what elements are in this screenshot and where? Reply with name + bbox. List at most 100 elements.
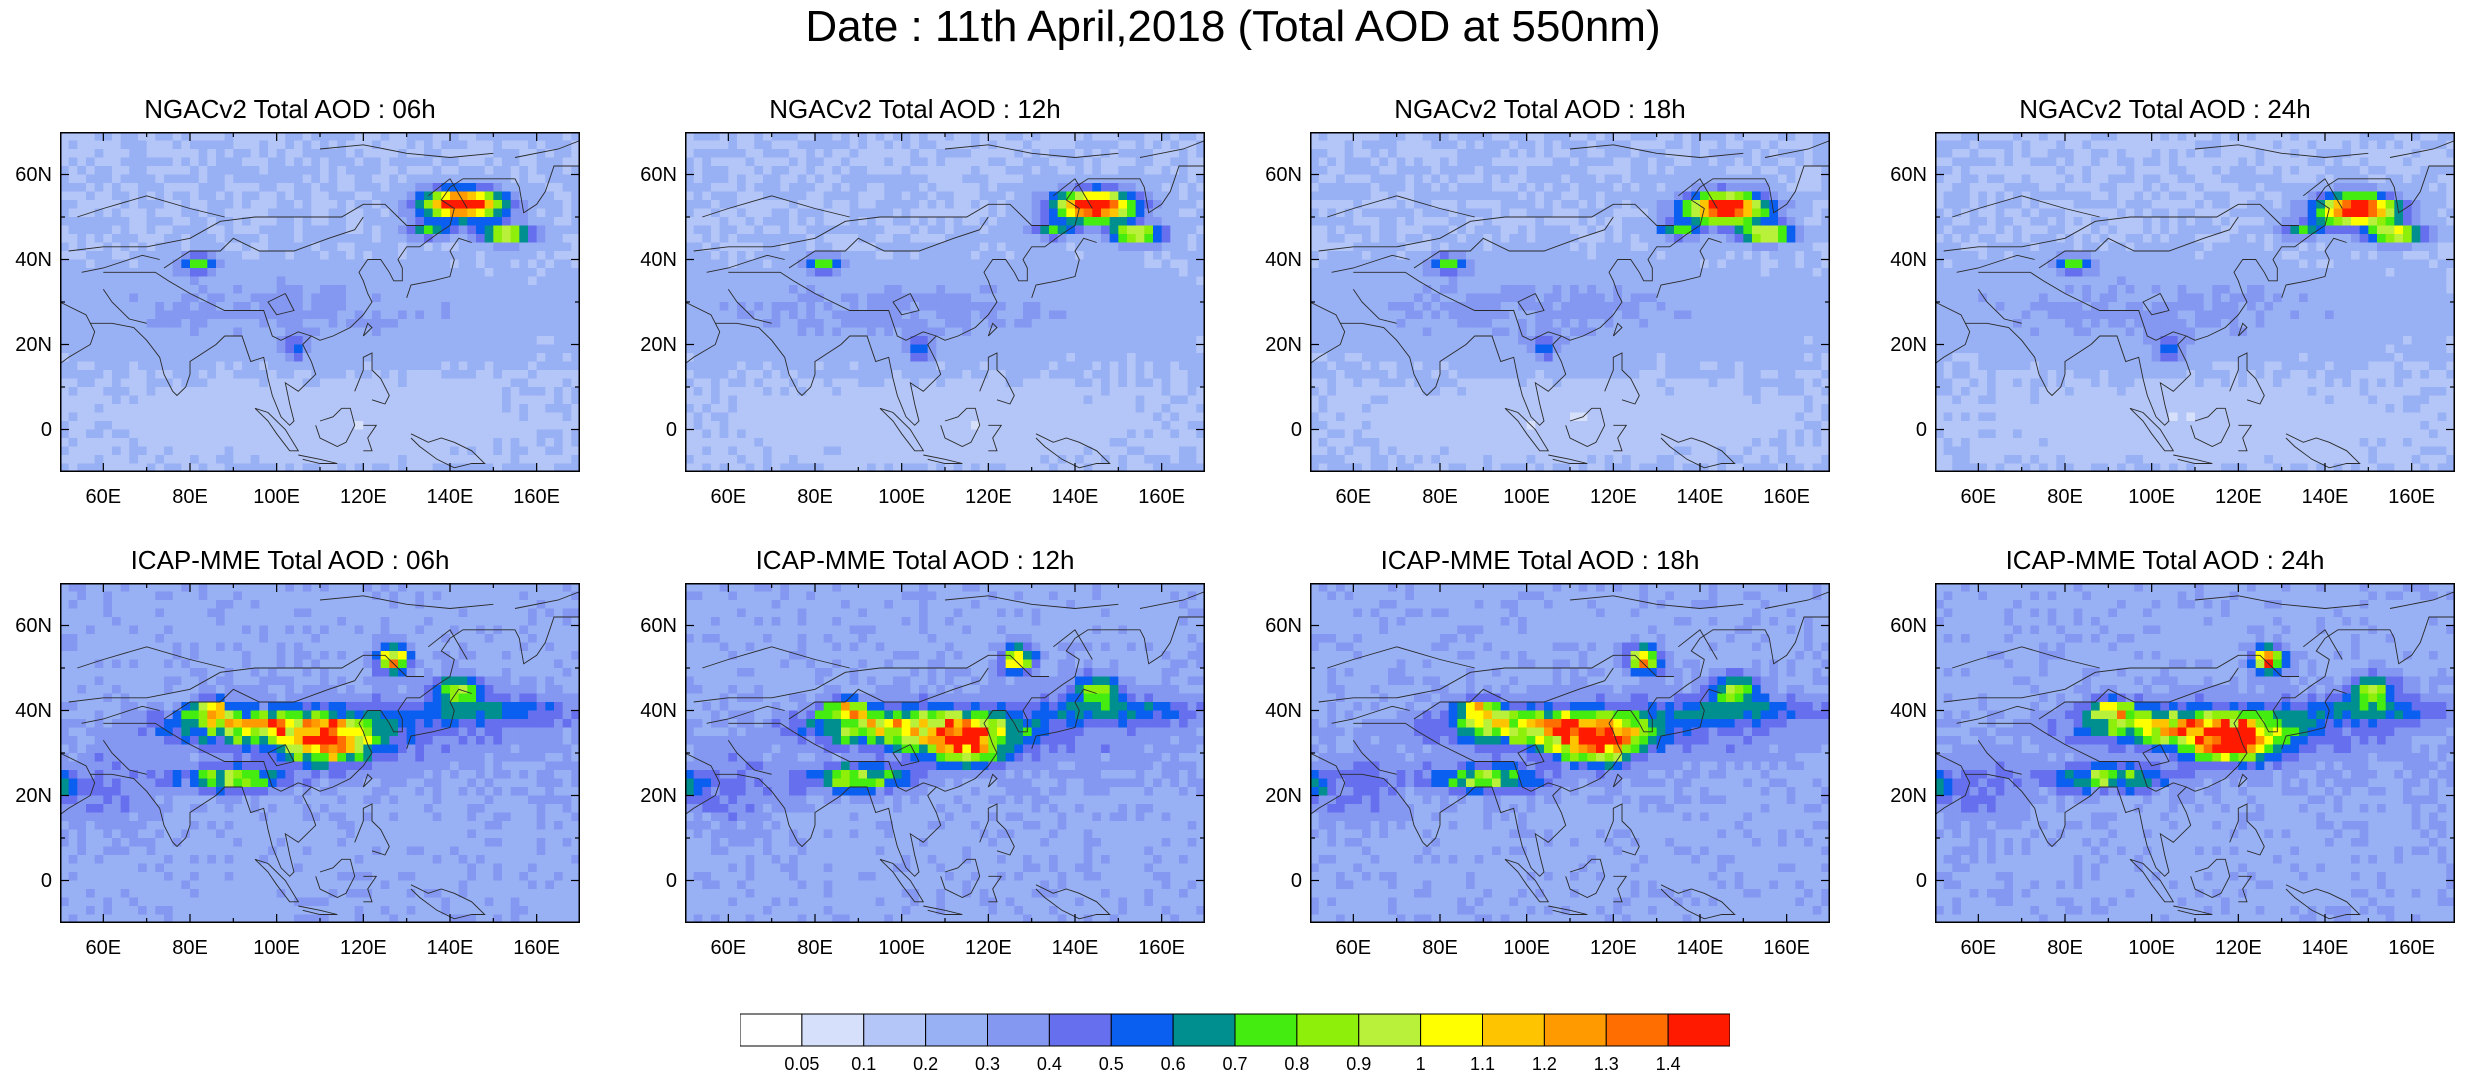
colorbar-box xyxy=(740,1014,802,1046)
y-tick-label: 20N xyxy=(1883,785,1927,807)
colorbar xyxy=(740,1013,1730,1047)
aod-map xyxy=(1310,583,1830,923)
y-tick-label: 0 xyxy=(633,419,677,441)
x-tick-label: 60E xyxy=(1323,486,1383,508)
y-tick-label: 40N xyxy=(1258,249,1302,271)
x-tick-label: 140E xyxy=(2295,937,2355,959)
colorbar-box xyxy=(1111,1014,1173,1046)
colorbar-box xyxy=(988,1014,1050,1046)
x-tick-label: 80E xyxy=(160,937,220,959)
colorbar-box xyxy=(1049,1014,1111,1046)
y-tick-label: 20N xyxy=(8,334,52,356)
y-tick-label: 60N xyxy=(1883,615,1927,637)
aod-map xyxy=(1935,132,2455,472)
x-tick-label: 160E xyxy=(1132,486,1192,508)
y-tick-label: 20N xyxy=(1258,785,1302,807)
x-tick-label: 160E xyxy=(1757,486,1817,508)
aod-map xyxy=(60,132,580,472)
x-tick-label: 100E xyxy=(2122,486,2182,508)
colorbar-label: 1.1 xyxy=(1453,1054,1513,1074)
colorbar-box xyxy=(802,1014,864,1046)
y-tick-label: 0 xyxy=(1883,419,1927,441)
x-tick-label: 140E xyxy=(1670,937,1730,959)
x-tick-label: 60E xyxy=(698,937,758,959)
colorbar-label: 0.7 xyxy=(1205,1054,1265,1074)
y-tick-label: 0 xyxy=(8,419,52,441)
x-tick-label: 120E xyxy=(958,486,1018,508)
x-tick-label: 120E xyxy=(2208,486,2268,508)
colorbar-label: 1 xyxy=(1391,1054,1451,1074)
y-tick-label: 40N xyxy=(1883,700,1927,722)
x-tick-label: 120E xyxy=(333,486,393,508)
panel-title: ICAP-MME Total AOD : 06h xyxy=(0,543,580,577)
y-tick-label: 0 xyxy=(1258,419,1302,441)
y-tick-label: 40N xyxy=(1258,700,1302,722)
y-tick-label: 40N xyxy=(8,700,52,722)
panel-title: NGACv2 Total AOD : 18h xyxy=(1250,92,1830,126)
y-tick-label: 40N xyxy=(633,249,677,271)
panel-title: ICAP-MME Total AOD : 18h xyxy=(1250,543,1830,577)
x-tick-label: 80E xyxy=(785,937,845,959)
colorbar-box xyxy=(864,1014,926,1046)
x-tick-label: 140E xyxy=(1045,937,1105,959)
x-tick-label: 160E xyxy=(1757,937,1817,959)
x-tick-label: 60E xyxy=(1948,486,2008,508)
y-tick-label: 60N xyxy=(1258,164,1302,186)
x-tick-label: 100E xyxy=(872,937,932,959)
y-tick-label: 60N xyxy=(8,615,52,637)
y-tick-label: 0 xyxy=(1883,870,1927,892)
x-tick-label: 60E xyxy=(73,937,133,959)
colorbar-label: 1.2 xyxy=(1514,1054,1574,1074)
colorbar-label: 0.1 xyxy=(834,1054,894,1074)
x-tick-label: 80E xyxy=(2035,937,2095,959)
x-tick-label: 80E xyxy=(1410,937,1470,959)
x-tick-label: 100E xyxy=(1497,486,1557,508)
panel-title: ICAP-MME Total AOD : 12h xyxy=(625,543,1205,577)
x-tick-label: 100E xyxy=(247,486,307,508)
colorbar-box xyxy=(1173,1014,1235,1046)
x-tick-label: 80E xyxy=(1410,486,1470,508)
x-tick-label: 120E xyxy=(1583,486,1643,508)
colorbar-label: 0.5 xyxy=(1081,1054,1141,1074)
x-tick-label: 140E xyxy=(1670,486,1730,508)
y-tick-label: 0 xyxy=(633,870,677,892)
y-tick-label: 60N xyxy=(633,615,677,637)
panel-title: NGACv2 Total AOD : 06h xyxy=(0,92,580,126)
x-tick-label: 60E xyxy=(73,486,133,508)
colorbar-label: 0.8 xyxy=(1267,1054,1327,1074)
panel-title: NGACv2 Total AOD : 24h xyxy=(1875,92,2455,126)
figure-title: Date : 11th April,2018 (Total AOD at 550… xyxy=(0,2,2466,52)
y-tick-label: 0 xyxy=(1258,870,1302,892)
x-tick-label: 160E xyxy=(2382,486,2442,508)
x-tick-label: 120E xyxy=(2208,937,2268,959)
y-tick-label: 20N xyxy=(633,334,677,356)
x-tick-label: 60E xyxy=(1948,937,2008,959)
x-tick-label: 60E xyxy=(1323,937,1383,959)
x-tick-label: 120E xyxy=(958,937,1018,959)
x-tick-label: 60E xyxy=(698,486,758,508)
y-tick-label: 60N xyxy=(1883,164,1927,186)
colorbar-label: 0.3 xyxy=(958,1054,1018,1074)
x-tick-label: 120E xyxy=(1583,937,1643,959)
x-tick-label: 160E xyxy=(507,937,567,959)
y-tick-label: 20N xyxy=(1883,334,1927,356)
panel-title: NGACv2 Total AOD : 12h xyxy=(625,92,1205,126)
y-tick-label: 40N xyxy=(8,249,52,271)
x-tick-label: 80E xyxy=(785,486,845,508)
x-tick-label: 140E xyxy=(420,486,480,508)
y-tick-label: 60N xyxy=(8,164,52,186)
colorbar-box xyxy=(1235,1014,1297,1046)
x-tick-label: 100E xyxy=(2122,937,2182,959)
x-tick-label: 140E xyxy=(2295,486,2355,508)
x-tick-label: 120E xyxy=(333,937,393,959)
aod-map xyxy=(685,132,1205,472)
colorbar-label: 0.4 xyxy=(1019,1054,1079,1074)
colorbar-label: 1.4 xyxy=(1638,1054,1698,1074)
colorbar-box xyxy=(1668,1014,1730,1046)
aod-map xyxy=(1935,583,2455,923)
colorbar-box xyxy=(926,1014,988,1046)
